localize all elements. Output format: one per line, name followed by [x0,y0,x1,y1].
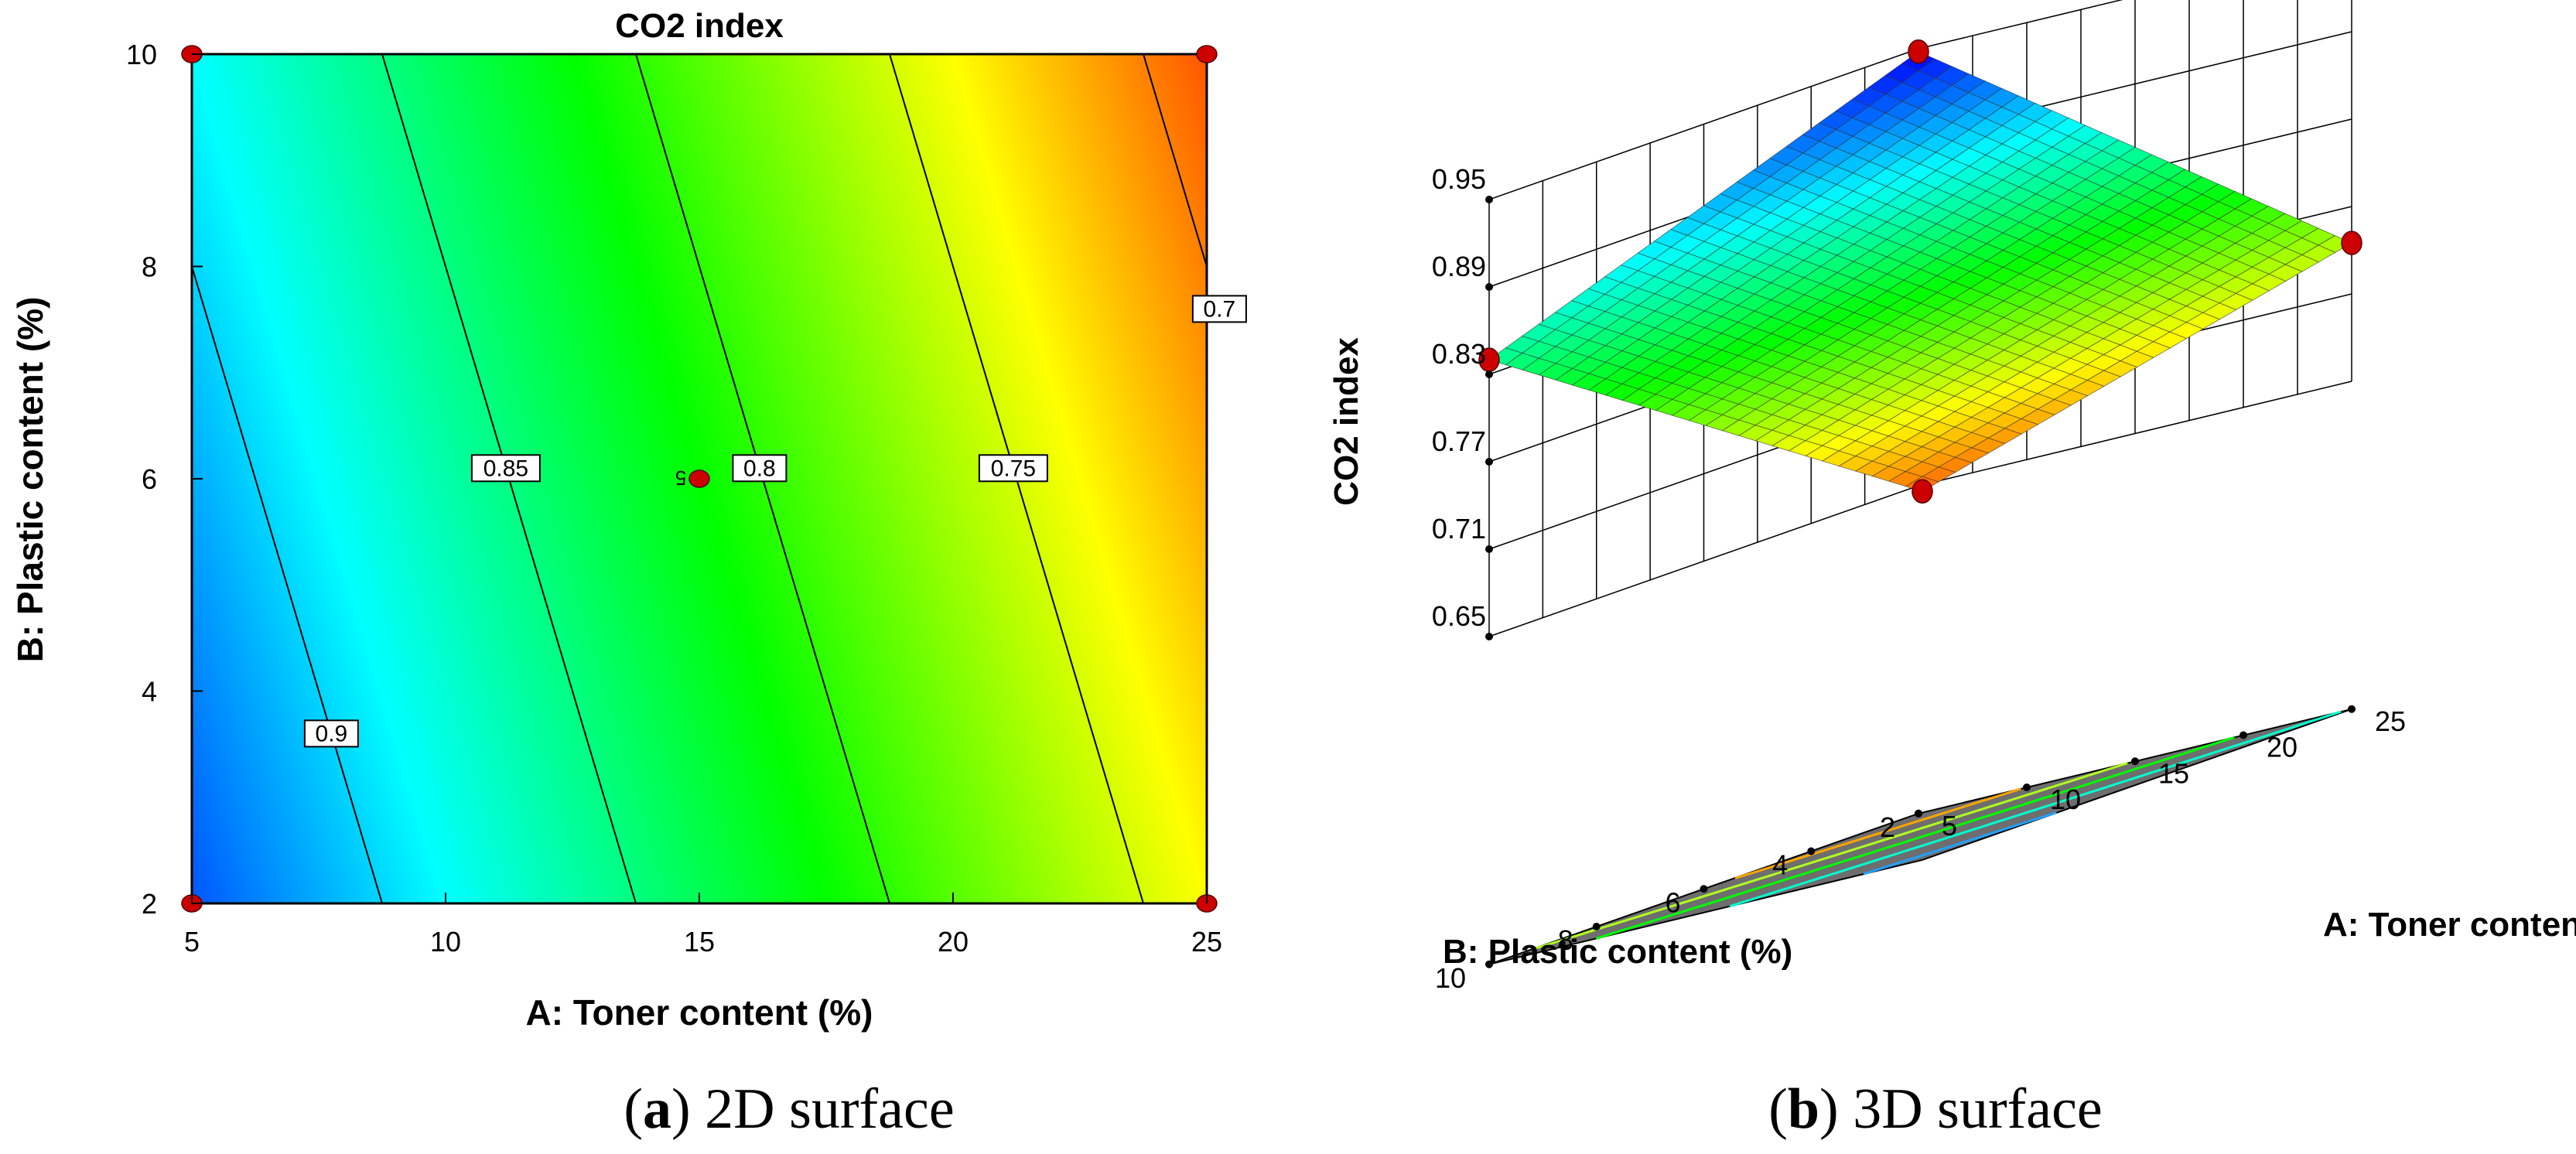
caption-b: (b) 3D surface [1768,1077,2103,1141]
chart-a-x-axis-label: A: Toner content (%) [526,992,873,1033]
design-point [688,469,710,488]
floor-contour-line [1533,762,2128,951]
y-tick-label: 2 [142,888,157,920]
x-axis-ticks: 5 10 15 20 25 [184,893,1222,958]
contour-label-0.7: 0.7 [1191,295,1247,323]
x-tick-label: 15 [684,926,715,958]
surface-design-point [1912,479,1933,504]
x-tick-label: 5 [184,926,200,958]
contour-label-0.75: 0.75 [978,454,1048,483]
z-tick-label: 0.71 [1432,513,1486,545]
y-tick-label: 10 [126,39,157,70]
design-point-replicate-label: 5 [675,466,686,490]
plastic-tick-mark [1592,923,1601,930]
contour-labels: 0.9 0.85 0.8 0.75 0.7 [303,295,1247,748]
surface-design-point [1908,39,1929,64]
z-tick-label: 0.95 [1432,163,1486,195]
toner-axis-ticks: 5 10 15 20 25 [1915,705,2406,842]
z-axis-ticks: 0.65 0.71 0.77 0.83 0.89 0.95 [1432,163,1493,640]
floor-contours [1533,710,2342,951]
surface-design-points [1478,39,2362,504]
chart-a-title: CO2 index [615,7,784,45]
svg-text:0.85: 0.85 [483,456,528,481]
z-tick-label: 0.77 [1432,425,1486,457]
y-tick-label: 4 [142,676,157,708]
y-tick-label: 8 [142,251,157,283]
plastic-tick-mark [1807,847,1816,855]
floor-contour-line [1595,736,2235,940]
contour-line-0.7 [1143,54,1207,269]
floor-contour-line [1863,811,2057,876]
chart-b-y-axis-label: B: Plastic content (%) [1443,933,1792,971]
svg-text:0.8: 0.8 [743,456,776,481]
caption-a: (a) 2D surface [624,1077,954,1141]
chart-b-z-axis-label: CO2 index [1327,337,1365,506]
y-axis-ticks: 2 4 6 8 10 [126,39,203,920]
design-point [1196,45,1218,63]
panel-a-contour-chart: CO2 index 0.90.85 0.8 0.750.7 5 5 10 15 20 25 … [10,7,1247,1033]
plastic-tick-label: 2 [1880,811,1895,843]
response-surface [1488,51,2352,492]
toner-tick-label: 15 [2158,757,2189,789]
z-tick-label: 0.65 [1432,600,1486,632]
toner-tick-mark [2023,784,2031,791]
x-tick-label: 10 [430,926,461,958]
toner-tick-label: 25 [2375,705,2406,737]
toner-tick-label: 10 [2050,784,2081,815]
contour-line-0.9 [192,264,383,903]
wall-gridline [1918,0,2123,50]
plastic-axis-ticks: 2 4 6 8 10 [1435,809,1922,994]
toner-tick-mark [2239,731,2247,739]
surface-design-point [2341,230,2362,255]
plastic-tick-mark [1485,960,1493,968]
z-tick-mark [1485,458,1493,466]
plastic-tick-mark [1700,885,1708,893]
chart-a-y-axis-label: B: Plastic content (%) [10,297,50,663]
contour-label-0.8: 0.8 [732,454,787,483]
toner-tick-mark [2348,705,2356,713]
z-tick-mark [1485,633,1493,640]
toner-tick-mark [2131,757,2139,766]
z-tick-mark [1485,370,1493,378]
toner-tick-label: 5 [1942,810,1957,842]
svg-text:0.75: 0.75 [991,456,1036,481]
plastic-tick-label: 4 [1772,849,1788,881]
z-tick-mark [1485,283,1493,291]
z-tick-mark [1485,196,1493,203]
svg-text:0.7: 0.7 [1204,296,1236,322]
contour-label-0.85: 0.85 [470,454,541,483]
plastic-tick-label: 6 [1665,886,1680,918]
panel-b-surface-chart: 0.65 0.71 0.77 0.83 0.89 0.95 5 10 15 20 25 2 4 6 8 1… [1327,0,2576,994]
x-tick-label: 25 [1191,926,1222,958]
toner-tick-label: 20 [2267,732,2298,763]
z-tick-mark [1485,545,1493,553]
plastic-tick-label: 10 [1435,962,1466,994]
plastic-tick-label: 8 [1558,924,1573,956]
y-tick-label: 6 [142,463,157,495]
floor-contour-line [1734,787,2021,879]
x-tick-label: 20 [938,926,969,958]
contour-label-0.9: 0.9 [303,719,359,748]
z-tick-label: 0.83 [1432,338,1486,370]
floor-contour-line [1729,710,2342,908]
chart-b-x-axis-label: A: Toner content (%) [2323,906,2576,944]
z-tick-label: 0.89 [1432,251,1486,282]
plastic-tick-mark [1915,809,1922,818]
svg-text:0.9: 0.9 [316,721,348,746]
